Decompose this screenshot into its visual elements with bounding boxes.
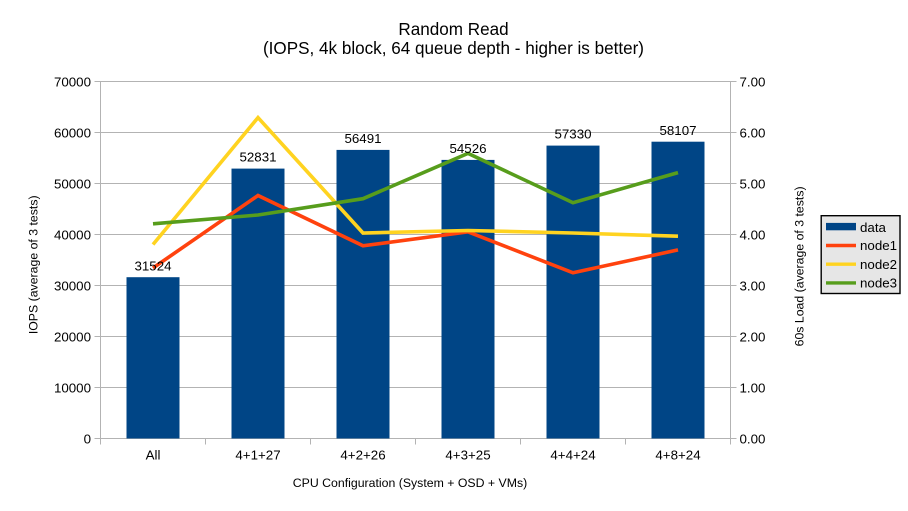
svg-text:10000: 10000 <box>54 380 91 395</box>
svg-text:70000: 70000 <box>54 74 91 89</box>
svg-text:node2: node2 <box>860 257 897 272</box>
svg-text:(IOPS, 4k block, 64 queue dept: (IOPS, 4k block, 64 queue depth - higher… <box>263 39 644 58</box>
svg-text:4+4+24: 4+4+24 <box>550 447 596 462</box>
svg-text:Random Read: Random Read <box>398 20 508 39</box>
svg-text:All: All <box>146 447 161 462</box>
svg-text:node1: node1 <box>860 238 897 253</box>
svg-text:4+1+27: 4+1+27 <box>235 447 280 462</box>
svg-text:60s Load (average of 3 tests): 60s Load (average of 3 tests) <box>793 186 807 346</box>
svg-text:50000: 50000 <box>54 176 91 191</box>
svg-text:7.00: 7.00 <box>740 74 766 89</box>
svg-text:60000: 60000 <box>54 125 91 140</box>
svg-text:0: 0 <box>84 431 91 446</box>
svg-text:0.00: 0.00 <box>740 431 766 446</box>
svg-text:4+8+24: 4+8+24 <box>655 447 701 462</box>
svg-text:30000: 30000 <box>54 278 91 293</box>
svg-text:3.00: 3.00 <box>740 278 766 293</box>
svg-text:node3: node3 <box>860 276 897 291</box>
svg-text:1.00: 1.00 <box>740 380 766 395</box>
svg-text:31524: 31524 <box>134 258 172 273</box>
svg-text:58107: 58107 <box>659 123 696 138</box>
svg-text:20000: 20000 <box>54 329 91 344</box>
svg-text:4+3+25: 4+3+25 <box>445 447 490 462</box>
svg-text:4.00: 4.00 <box>740 227 766 242</box>
svg-text:56491: 56491 <box>344 131 381 146</box>
svg-text:data: data <box>860 220 887 235</box>
svg-text:4+2+26: 4+2+26 <box>340 447 385 462</box>
svg-text:IOPS (average of 3 tests): IOPS (average of 3 tests) <box>27 195 41 334</box>
svg-text:57330: 57330 <box>554 127 591 142</box>
svg-text:6.00: 6.00 <box>740 125 766 140</box>
svg-text:5.00: 5.00 <box>740 176 766 191</box>
svg-text:2.00: 2.00 <box>740 329 766 344</box>
svg-text:52831: 52831 <box>239 150 276 165</box>
svg-text:54526: 54526 <box>449 141 486 156</box>
svg-text:40000: 40000 <box>54 227 91 242</box>
svg-text:CPU Configuration (System + OS: CPU Configuration (System + OSD + VMs) <box>293 476 527 490</box>
